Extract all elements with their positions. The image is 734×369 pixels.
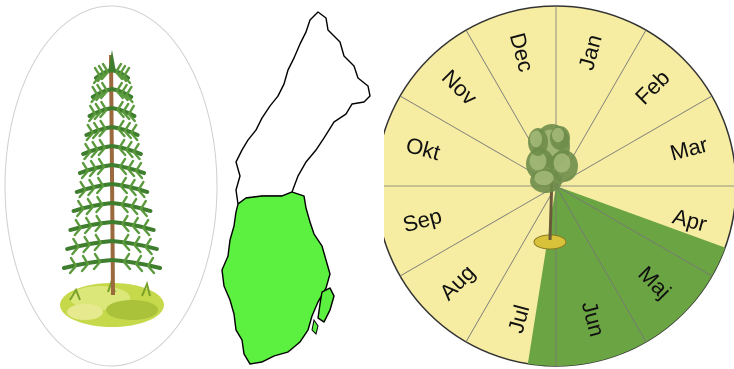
needle-cluster [120,195,129,214]
month-divider [555,95,713,187]
month-divider [399,185,557,277]
needle-cluster [134,254,144,273]
tree-branches [62,50,162,275]
needle-cluster [121,214,130,233]
needle-cluster [122,66,132,85]
needle-cluster [97,138,106,157]
sweden-map-icon [221,11,371,365]
needle-cluster [125,85,134,104]
month-divider [465,185,557,343]
needle-cluster [134,161,144,180]
needle-cluster [80,161,90,180]
needle-cluster [122,233,131,252]
needle-cluster [120,83,129,102]
needle-cluster [73,218,82,237]
month-divider [555,185,647,343]
needle-cluster [88,104,97,123]
needle-cluster [95,195,104,214]
needle-cluster [115,81,124,100]
needle-cluster [78,180,87,199]
map-small-island [311,318,319,335]
needle-cluster [71,237,80,256]
needle-cluster [96,64,106,83]
needle-cluster [68,256,78,275]
needle-cluster [125,140,134,159]
needle-cluster [118,157,128,176]
needle-cluster [118,64,128,83]
needle-cluster [100,81,109,100]
needle-cluster [92,66,102,85]
month-wheel: Jan Feb Mar Apr Maj Jun Jul Aug Sep Okt Nov Dec [384,0,734,369]
needle-cluster [117,119,126,138]
needle-cluster [119,176,128,195]
needle-cluster [114,62,124,81]
needle-cluster [90,85,99,104]
needle-cluster [139,199,148,218]
needle-cluster [92,121,101,140]
needle-cluster [96,157,106,176]
needle-cluster [131,216,140,235]
needle-cluster [128,178,137,197]
needle-cluster [122,252,132,271]
map-island [317,287,335,323]
needle-cluster [116,100,125,119]
needle-cluster [93,102,102,121]
needle-cluster [123,121,132,140]
needle-cluster [133,235,142,254]
needle-cluster [82,235,91,254]
needle-cluster [95,83,104,102]
needle-cluster [99,100,108,119]
needle-cluster [92,252,102,271]
needle-cluster [132,142,141,161]
needle-cluster [87,178,96,197]
month-divider [555,185,713,277]
needle-cluster [137,180,146,199]
needle-cluster [84,216,93,235]
needle-cluster [76,199,85,218]
needle-cluster [118,138,127,157]
needle-cluster [127,104,136,123]
tree-trunk [109,54,115,296]
spruce-tree-icon [4,5,218,367]
needle-cluster [80,254,90,273]
map-southern-region [221,191,331,365]
needle-cluster [130,123,139,142]
growing-season-wedge [527,186,726,366]
needle-cluster [83,142,92,161]
needle-cluster [122,102,131,121]
needle-cluster [144,237,153,256]
map-northern-region [235,11,371,205]
needle-cluster [96,176,105,195]
needle-cluster [85,197,94,216]
sweden-map [218,0,380,369]
needle-cluster [93,233,102,252]
tree-top [108,50,116,72]
needle-cluster [126,159,136,178]
needle-cluster [130,197,139,216]
needle-cluster [146,256,156,275]
tree-illustration [0,0,222,369]
needle-cluster [142,218,151,237]
needle-cluster [94,214,103,233]
needle-cluster [98,119,107,138]
needle-cluster [100,62,110,81]
needle-cluster [88,159,98,178]
birch-tree-icon [526,124,578,250]
needle-cluster [90,140,99,159]
needle-cluster [85,123,94,142]
